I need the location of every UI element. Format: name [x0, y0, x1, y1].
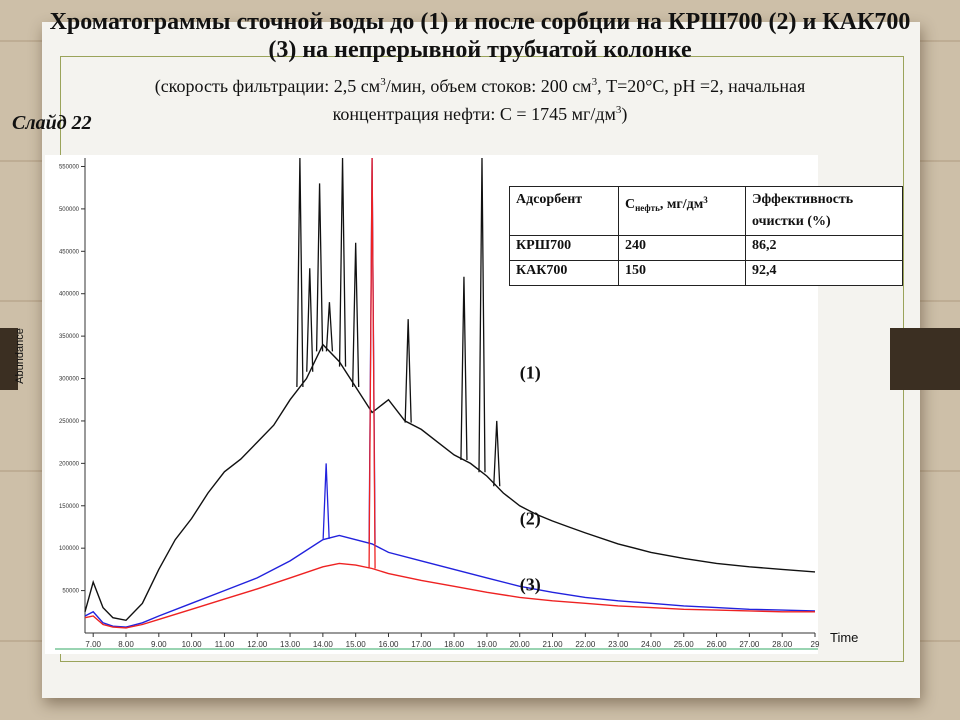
x-tick-label: 8.00	[118, 640, 134, 649]
x-tick-label: 7.00	[85, 640, 101, 649]
subtitle-sup2: 3	[591, 76, 598, 88]
peak-mark	[338, 157, 347, 367]
x-tick-label: 28.00	[772, 640, 793, 649]
series-label: (2)	[520, 508, 541, 529]
x-tick-label: 25.00	[674, 640, 695, 649]
table-header-row: Адсорбент Cнефть, мг/дм3 Эффективность о…	[509, 186, 903, 236]
y-tick-label: 550000	[59, 164, 80, 170]
series-label: (1)	[520, 363, 541, 384]
cell-concentration: 240	[618, 235, 746, 261]
x-axis-title: Time	[830, 630, 859, 645]
series-line-1	[84, 343, 816, 622]
header-concentration: Cнефть, мг/дм3	[618, 186, 746, 236]
peak-mark	[352, 242, 360, 388]
subtitle-part4: концентрация нефти: C = 1745 мг/дм	[332, 104, 616, 124]
y-axis: 50000 100000 150000 200000 250000 300000 35000…	[59, 158, 86, 633]
header-efficiency: Эффективность очистки (%)	[745, 186, 903, 236]
peak-mark	[493, 420, 501, 487]
x-tick-label: 21.00	[543, 640, 564, 649]
peak-mark	[315, 183, 324, 352]
x-tick-label: 13.00	[280, 640, 301, 649]
x-tick-label: 27.00	[739, 640, 760, 649]
series-labels: (1) (2) (3)	[520, 363, 541, 596]
y-tick-label: 400000	[59, 292, 80, 298]
x-tick-label: 18.00	[444, 640, 465, 649]
x-tick-label: 22.00	[575, 640, 596, 649]
y-tick-label: 350000	[59, 334, 80, 340]
decor-tab-right	[890, 328, 960, 390]
subtitle-part2: /мин, объем стоков: 200 см	[385, 76, 592, 96]
y-tick-label: 150000	[59, 504, 80, 510]
y-axis-title: Abundance	[13, 328, 26, 384]
x-tick-label: 10.00	[182, 640, 203, 649]
y-tick-label: 100000	[59, 546, 80, 552]
x-tick-label: 23.00	[608, 640, 629, 649]
header-conc-sub: нефть	[635, 203, 660, 213]
x-tick-label: 14.00	[313, 640, 334, 649]
cell-adsorbent: КРШ700	[509, 235, 619, 261]
header-adsorbent: Адсорбент	[509, 186, 619, 236]
cell-efficiency: 86,2	[745, 235, 903, 261]
peak-mark	[404, 319, 412, 423]
x-tick-label: 11.00	[215, 640, 235, 649]
peak-mark	[478, 157, 486, 473]
table-row: КАК700 150 92,4	[509, 260, 903, 286]
header-conc-main: C	[625, 197, 636, 212]
x-tick-label: 17.00	[411, 640, 432, 649]
x-tick-label: 9.00	[151, 640, 167, 649]
y-tick-label: 500000	[59, 207, 80, 213]
decor-tab-left	[0, 328, 18, 390]
y-tick-label: 250000	[59, 419, 80, 425]
x-tick-label: 26.00	[707, 640, 728, 649]
subtitle-sup1: 3	[380, 76, 386, 88]
page-title: Хроматограммы сточной воды до (1) и посл…	[49, 9, 911, 63]
peak-mark	[322, 463, 330, 539]
peak-mark	[296, 157, 304, 388]
subtitle-sup3: 3	[615, 104, 622, 116]
series-line-3	[84, 562, 815, 629]
results-table: Адсорбент Cнефть, мг/дм3 Эффективность о…	[509, 186, 903, 286]
slide-label: Слайд 22	[12, 112, 92, 134]
series-label: (3)	[520, 575, 541, 596]
peak-mark	[368, 157, 376, 569]
header-conc-sup: 3	[703, 195, 708, 205]
peak-mark	[325, 302, 334, 352]
y-tick-label: 450000	[59, 249, 80, 255]
x-tick-label: 29	[811, 640, 820, 649]
cell-concentration: 150	[618, 260, 746, 286]
y-tick-label: 300000	[59, 377, 80, 383]
y-tick-label: 50000	[62, 589, 79, 595]
x-tick-label: 20.00	[510, 640, 531, 649]
series-group	[84, 157, 816, 629]
header-conc-rest: , мг/дм	[659, 197, 704, 212]
peak-mark	[306, 268, 314, 372]
series-line-2	[84, 534, 816, 628]
subtitle-part1: (скорость фильтрации: 2,5 см	[154, 76, 381, 96]
x-tick-label: 24.00	[641, 640, 662, 649]
table-row: КРШ700 240 86,2	[509, 235, 903, 261]
subtitle-part3: , T=20°C, pH =2, начальная	[597, 76, 806, 96]
peak-mark	[460, 276, 468, 460]
x-axis: 7.00 8.00 9.00 10.00 11.00 12.00 13.00 14.00 15.…	[85, 632, 820, 649]
y-tick-label: 200000	[59, 461, 80, 467]
x-tick-label: 19.00	[477, 640, 498, 649]
x-tick-label: 16.00	[378, 640, 399, 649]
cell-efficiency: 92,4	[745, 260, 903, 286]
x-tick-label: 15.00	[346, 640, 367, 649]
x-tick-label: 12.00	[247, 640, 268, 649]
cell-adsorbent: КАК700	[509, 260, 619, 286]
subtitle-part5: )	[621, 104, 628, 124]
page-subtitle: (скорость фильтрации: 2,5 см3/мин, объем…	[90, 70, 870, 126]
